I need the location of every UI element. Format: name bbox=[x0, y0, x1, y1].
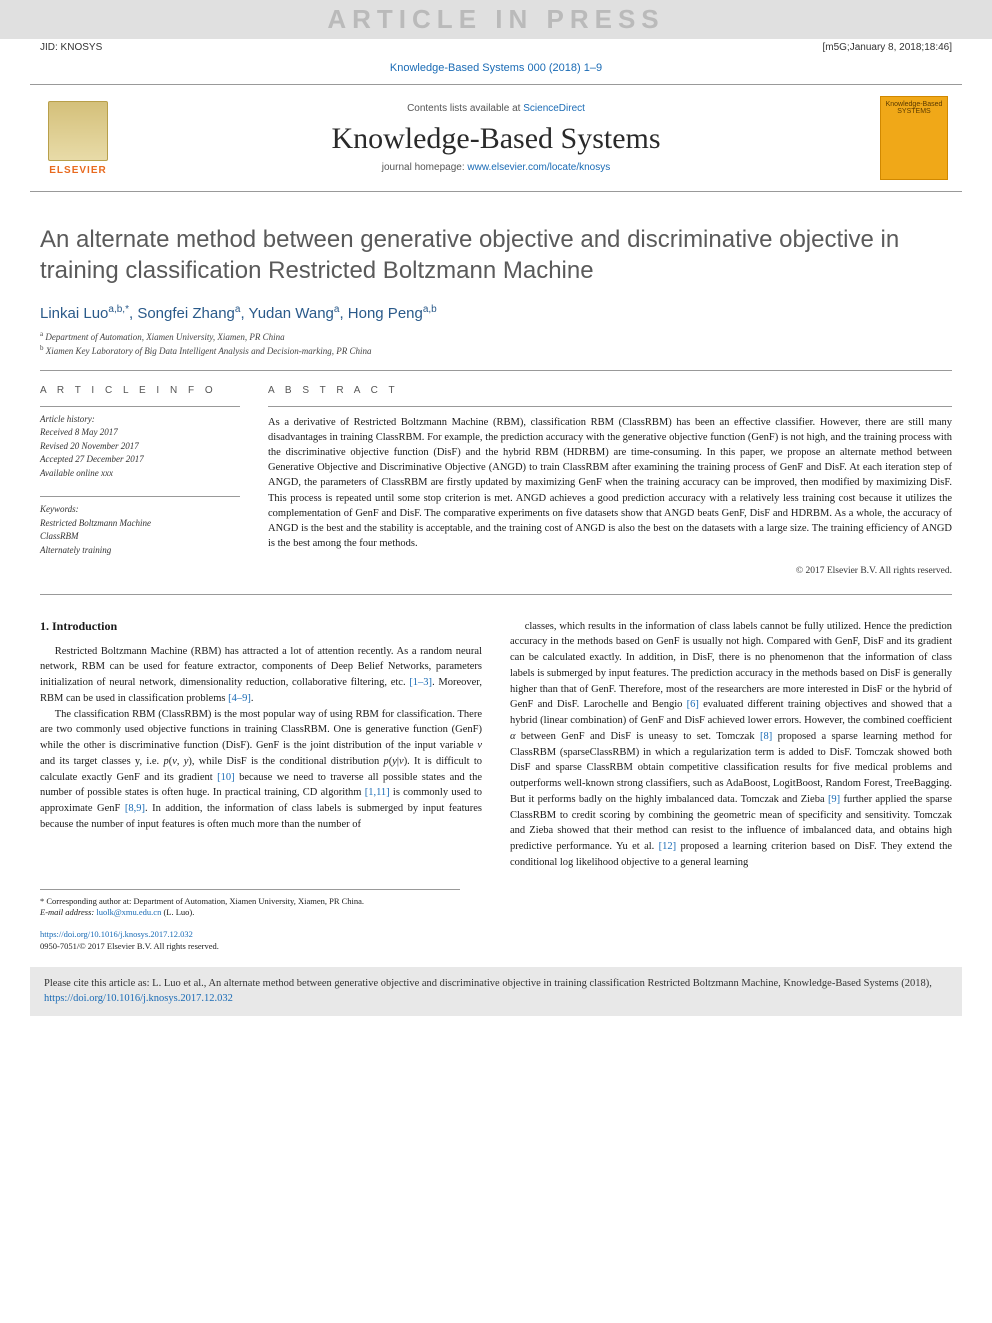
section-1-heading: 1. Introduction bbox=[40, 619, 482, 634]
contents-prefix: Contents lists available at bbox=[407, 103, 523, 114]
article-title: An alternate method between generative o… bbox=[40, 224, 952, 286]
jid-label: JID: KNOSYS bbox=[40, 42, 102, 53]
paragraph: classes, which results in the informatio… bbox=[510, 619, 952, 871]
author-list: Linkai Luoa,b,*, Songfei Zhanga, Yudan W… bbox=[40, 304, 952, 322]
abstract-label: A B S T R A C T bbox=[268, 385, 952, 396]
elsevier-label: ELSEVIER bbox=[49, 165, 106, 176]
kbs-cover-badge: Knowledge-Based SYSTEMS bbox=[874, 93, 954, 183]
body-two-column: 1. Introduction Restricted Boltzmann Mac… bbox=[40, 619, 952, 871]
paragraph: Restricted Boltzmann Machine (RBM) has a… bbox=[40, 644, 482, 707]
keywords-label: Keywords: bbox=[40, 503, 240, 517]
doi-block: https://doi.org/10.1016/j.knosys.2017.12… bbox=[40, 929, 952, 953]
keywords-block: Keywords: Restricted Boltzmann MachineCl… bbox=[40, 496, 240, 557]
article-history: Article history: Received 8 May 2017Revi… bbox=[40, 406, 240, 481]
article-info-label: A R T I C L E I N F O bbox=[40, 385, 240, 396]
keyword: Alternately training bbox=[40, 544, 240, 558]
footnote-block: * Corresponding author at: Department of… bbox=[40, 889, 460, 920]
history-line: Revised 20 November 2017 bbox=[40, 440, 240, 454]
column-left: 1. Introduction Restricted Boltzmann Mac… bbox=[40, 619, 482, 871]
copyright-line: © 2017 Elsevier B.V. All rights reserved… bbox=[268, 566, 952, 576]
history-label: Article history: bbox=[40, 413, 240, 427]
homepage-prefix: journal homepage: bbox=[382, 162, 468, 173]
issn-copyright: 0950-7051/© 2017 Elsevier B.V. All right… bbox=[40, 941, 219, 951]
paragraph: The classification RBM (ClassRBM) is the… bbox=[40, 707, 482, 833]
keyword: ClassRBM bbox=[40, 530, 240, 544]
cite-text: Please cite this article as: L. Luo et a… bbox=[44, 978, 932, 989]
abstract-column: A B S T R A C T As a derivative of Restr… bbox=[268, 385, 952, 576]
column-right: classes, which results in the informatio… bbox=[510, 619, 952, 871]
email-link[interactable]: luolk@xmu.edu.cn bbox=[96, 907, 161, 917]
article-info-column: A R T I C L E I N F O Article history: R… bbox=[40, 385, 240, 576]
elsevier-tree-icon bbox=[48, 101, 108, 161]
elsevier-logo: ELSEVIER bbox=[38, 93, 118, 183]
journal-reference-line: Knowledge-Based Systems 000 (2018) 1–9 bbox=[0, 56, 992, 84]
keyword: Restricted Boltzmann Machine bbox=[40, 517, 240, 531]
affiliation-line: b Xiamen Key Laboratory of Big Data Inte… bbox=[40, 344, 952, 358]
author: Songfei Zhanga bbox=[137, 305, 240, 322]
affiliations: a Department of Automation, Xiamen Unive… bbox=[40, 330, 952, 357]
email-suffix: (L. Luo). bbox=[163, 907, 194, 917]
author: Yudan Wanga bbox=[249, 305, 340, 322]
cite-doi-link[interactable]: https://doi.org/10.1016/j.knosys.2017.12… bbox=[44, 993, 233, 1004]
homepage-link[interactable]: www.elsevier.com/locate/knosys bbox=[467, 162, 610, 173]
history-line: Available online xxx bbox=[40, 467, 240, 481]
journal-name: Knowledge-Based Systems bbox=[118, 122, 874, 156]
email-label: E-mail address: bbox=[40, 907, 94, 917]
divider bbox=[40, 594, 952, 595]
affiliation-line: a Department of Automation, Xiamen Unive… bbox=[40, 330, 952, 344]
doi-link[interactable]: https://doi.org/10.1016/j.knosys.2017.12… bbox=[40, 929, 193, 939]
article-in-press-banner: ARTICLE IN PRESS bbox=[0, 0, 992, 39]
corresponding-author-note: * Corresponding author at: Department of… bbox=[40, 896, 460, 908]
body-text-right: classes, which results in the informatio… bbox=[510, 619, 952, 871]
kbs-badge-icon: Knowledge-Based SYSTEMS bbox=[880, 96, 948, 180]
author: Linkai Luoa,b,* bbox=[40, 305, 129, 322]
abstract-text: As a derivative of Restricted Boltzmann … bbox=[268, 406, 952, 552]
please-cite-box: Please cite this article as: L. Luo et a… bbox=[30, 967, 962, 1016]
journal-ref-link[interactable]: Knowledge-Based Systems 000 (2018) 1–9 bbox=[390, 62, 602, 74]
homepage-line: journal homepage: www.elsevier.com/locat… bbox=[118, 162, 874, 173]
contents-available-line: Contents lists available at ScienceDirec… bbox=[118, 103, 874, 114]
body-text-left: Restricted Boltzmann Machine (RBM) has a… bbox=[40, 644, 482, 833]
sciencedirect-link[interactable]: ScienceDirect bbox=[523, 103, 585, 114]
build-stamp: [m5G;January 8, 2018;18:46] bbox=[822, 42, 952, 53]
author: Hong Penga,b bbox=[348, 305, 437, 322]
meta-row: JID: KNOSYS [m5G;January 8, 2018;18:46] bbox=[0, 39, 992, 56]
history-line: Accepted 27 December 2017 bbox=[40, 453, 240, 467]
journal-header: ELSEVIER Contents lists available at Sci… bbox=[30, 84, 962, 192]
history-line: Received 8 May 2017 bbox=[40, 426, 240, 440]
